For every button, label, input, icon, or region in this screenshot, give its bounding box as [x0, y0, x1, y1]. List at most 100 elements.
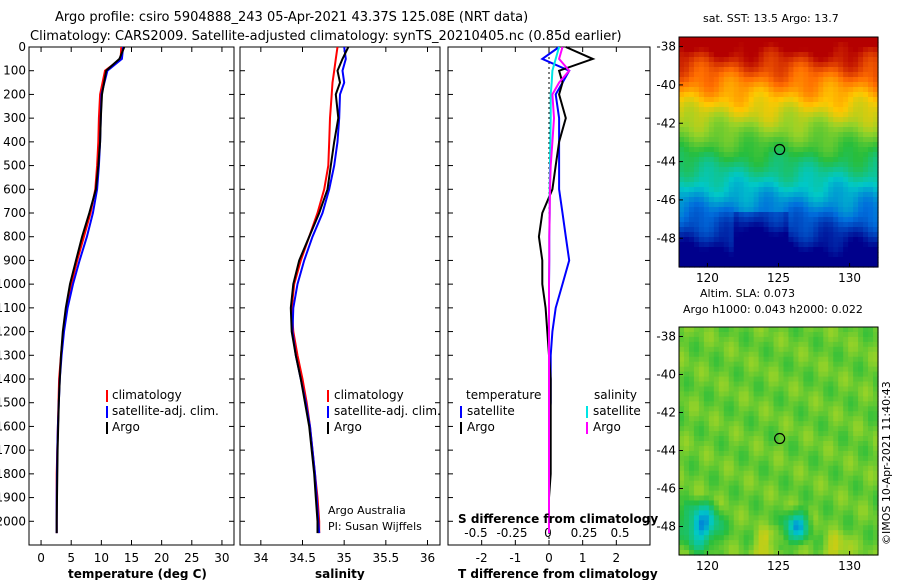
map-cell	[808, 217, 814, 223]
map-cell	[783, 480, 790, 487]
map-cell	[848, 227, 854, 233]
map-cell	[868, 97, 874, 103]
map-cell	[768, 470, 775, 477]
map-cell	[679, 391, 685, 397]
map-cell	[843, 480, 849, 487]
map-cell	[718, 356, 725, 363]
map-cell	[853, 237, 859, 243]
map-cell	[743, 262, 750, 268]
map-cell	[728, 117, 735, 123]
map-cell	[698, 127, 705, 133]
map-cell	[793, 500, 799, 507]
map-cell	[748, 217, 755, 223]
map-cell	[768, 127, 775, 133]
map-cell	[688, 207, 695, 213]
map-cell	[743, 232, 750, 238]
map-cell	[798, 212, 804, 218]
map-cell	[703, 356, 710, 363]
map-cell	[808, 187, 814, 193]
map-cell	[679, 232, 685, 238]
map-cell	[778, 391, 785, 397]
map-cell	[733, 450, 740, 457]
map-cell	[753, 416, 760, 422]
map-cell	[788, 455, 795, 462]
map-cell	[703, 202, 710, 208]
map-cell	[868, 212, 874, 218]
map-cell	[723, 117, 730, 123]
credit-pi: PI: Susan Wijffels	[328, 520, 422, 533]
map-cell	[683, 445, 690, 452]
map-cell	[698, 510, 705, 516]
map-cell	[773, 202, 780, 208]
map-cell	[838, 376, 844, 383]
map-cell	[778, 62, 785, 68]
title-line-1: Argo profile: csiro 5904888_243 05-Apr-2…	[55, 10, 528, 25]
map-cell	[828, 401, 834, 407]
map-cell	[708, 232, 715, 238]
map-cell	[703, 500, 710, 507]
map-cell	[848, 132, 854, 138]
map-cell	[873, 475, 879, 482]
map-cell	[828, 197, 834, 203]
map-cell	[718, 97, 725, 103]
map-cell	[763, 87, 770, 93]
map-cell	[843, 351, 849, 358]
x-tick-label: 0	[545, 551, 553, 565]
map-cell	[763, 72, 770, 78]
map-cell	[693, 222, 700, 228]
map-cell	[858, 406, 864, 412]
map-cell	[863, 485, 869, 492]
map-cell	[853, 37, 859, 43]
map-cell	[698, 455, 705, 462]
map-cell	[753, 455, 760, 462]
map-cell	[783, 182, 790, 188]
map-cell	[703, 530, 710, 536]
map-cell	[833, 416, 839, 422]
map-cell	[738, 510, 745, 516]
map-cell	[698, 42, 705, 48]
map-cell	[818, 421, 824, 427]
map-cell	[793, 540, 799, 546]
map-cell	[853, 421, 859, 427]
map-cell	[698, 87, 705, 93]
map-cell	[743, 192, 750, 198]
map-cell	[713, 411, 720, 417]
map-cell	[813, 127, 819, 133]
map-cell	[758, 366, 765, 373]
map-cell	[748, 77, 755, 83]
map-cell	[693, 152, 700, 158]
map-cell	[833, 426, 839, 432]
map-cell	[708, 530, 715, 536]
map-cell	[778, 182, 785, 188]
map-cell	[703, 505, 710, 511]
map-cell	[683, 515, 690, 521]
map-cell	[738, 217, 745, 223]
legend-salinity-title: salinity	[594, 388, 637, 402]
map-cell	[718, 257, 725, 263]
map-cell	[838, 460, 844, 467]
map-cell	[778, 351, 785, 358]
map-cell	[768, 112, 775, 118]
map-cell	[853, 182, 859, 188]
map-cell	[703, 87, 710, 93]
map-cell	[803, 57, 809, 63]
map-cell	[838, 401, 844, 407]
map-cell	[798, 530, 804, 536]
map-cell	[873, 470, 879, 477]
map-cell	[679, 47, 685, 53]
map-cell	[693, 376, 700, 383]
map-cell	[758, 441, 765, 447]
map-cell	[698, 82, 705, 88]
legend-climatology: climatology	[112, 388, 182, 402]
map-cell	[808, 530, 814, 536]
map-cell	[838, 122, 844, 128]
map-cell	[838, 207, 844, 213]
map-cell	[863, 431, 869, 437]
map-cell	[793, 142, 799, 148]
map-cell	[873, 406, 879, 412]
map-cell	[723, 192, 730, 198]
map-cell	[808, 127, 814, 133]
map-cell	[748, 351, 755, 358]
map-cell	[803, 327, 809, 333]
map-cell	[713, 227, 720, 233]
